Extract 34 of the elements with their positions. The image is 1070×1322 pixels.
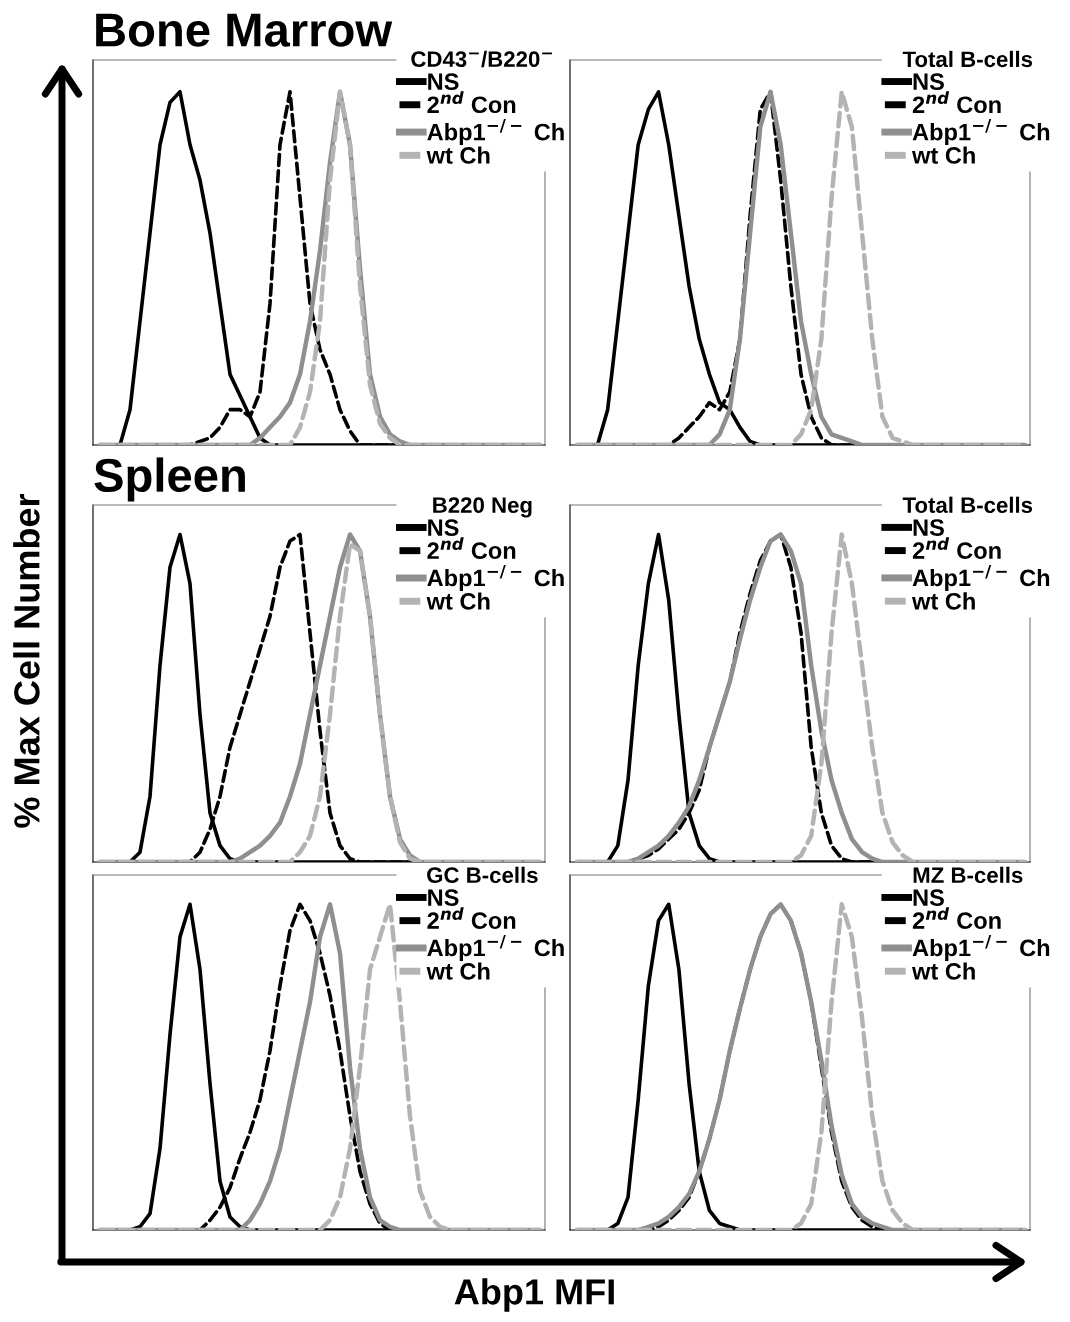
legend-label: NS — [913, 73, 944, 91]
legend-label: NS — [428, 519, 459, 536]
legend-title: GC B-cells — [427, 866, 538, 884]
legend-label: Abp1$^{−/−}$ Ch — [912, 119, 1050, 146]
legend-label: Abp1$^{−/−}$ Ch — [912, 564, 1050, 591]
legend-label: wt Ch — [911, 146, 975, 164]
legend-label: wt Ch — [911, 592, 975, 610]
legend-title: MZ B-cells — [913, 866, 1023, 884]
legend-label: 2$^{nd}$ Con — [912, 537, 1001, 559]
legend-label: wt Ch — [426, 592, 490, 610]
legend-label: NS — [913, 519, 944, 536]
legend-label: NS — [913, 889, 944, 906]
legend-label: NS — [428, 889, 459, 906]
legend-label: 2$^{nd}$ Con — [912, 91, 1001, 114]
legend-label: Abp1$^{−/−}$ Ch — [912, 934, 1050, 961]
legend-label: Abp1$^{−/−}$ Ch — [427, 565, 564, 592]
legend-title: Total B-cells — [902, 50, 1033, 68]
legend-label: 2$^{nd}$ Con — [912, 907, 1001, 930]
legend-title: CD43$^{−}$/B220$^{−}$ — [411, 50, 552, 68]
x-axis-title: Abp1 MFI — [454, 1278, 614, 1312]
legend-label: NS — [428, 73, 459, 91]
chart-title: Bone Marrow — [96, 13, 393, 47]
legend-label: 2$^{nd}$ Con — [427, 537, 516, 560]
chart-title: Spleen — [94, 457, 245, 502]
legend-label: wt Ch — [911, 962, 975, 980]
legend-label: 2$^{nd}$ Con — [427, 91, 516, 114]
legend-title: B220 Neg — [433, 497, 532, 518]
legend-label: Abp1$^{−/−}$ Ch — [427, 119, 564, 146]
y-axis-title: % Max Cell Number — [13, 493, 40, 828]
legend-label: wt Ch — [426, 146, 490, 164]
legend-label: 2$^{nd}$ Con — [427, 907, 516, 930]
legend-label: Abp1$^{−/−}$ Ch — [427, 934, 564, 961]
legend-label: wt Ch — [426, 962, 490, 980]
legend-title: Total B-cells — [902, 496, 1033, 513]
